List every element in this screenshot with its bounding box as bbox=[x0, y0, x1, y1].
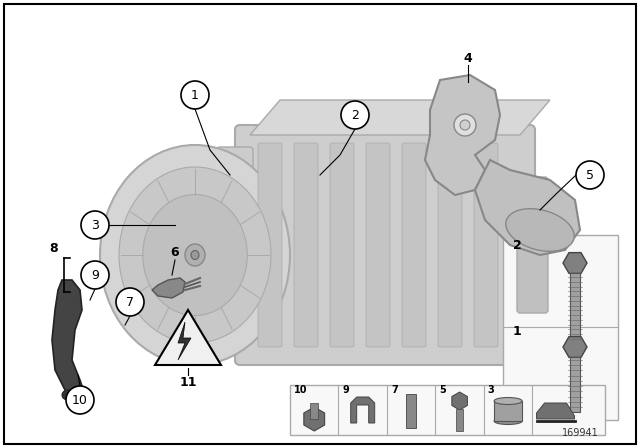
Text: 10: 10 bbox=[294, 385, 307, 395]
Polygon shape bbox=[250, 100, 550, 135]
Ellipse shape bbox=[100, 145, 290, 365]
Ellipse shape bbox=[185, 244, 205, 266]
FancyBboxPatch shape bbox=[258, 143, 282, 347]
Text: 3: 3 bbox=[91, 219, 99, 232]
FancyBboxPatch shape bbox=[402, 143, 426, 347]
Ellipse shape bbox=[119, 167, 271, 343]
Ellipse shape bbox=[494, 397, 522, 405]
Text: 8: 8 bbox=[50, 241, 58, 254]
Text: 169941: 169941 bbox=[562, 428, 598, 438]
FancyBboxPatch shape bbox=[570, 357, 580, 412]
Text: 4: 4 bbox=[463, 52, 472, 65]
Polygon shape bbox=[52, 280, 85, 405]
Circle shape bbox=[341, 101, 369, 129]
Circle shape bbox=[116, 288, 144, 316]
Text: 3: 3 bbox=[488, 385, 495, 395]
Text: 1: 1 bbox=[513, 325, 522, 338]
FancyBboxPatch shape bbox=[217, 147, 253, 343]
Polygon shape bbox=[425, 75, 500, 195]
FancyBboxPatch shape bbox=[438, 143, 462, 347]
Text: 11: 11 bbox=[179, 375, 196, 388]
Ellipse shape bbox=[454, 114, 476, 136]
Circle shape bbox=[81, 261, 109, 289]
Circle shape bbox=[181, 81, 209, 109]
Circle shape bbox=[576, 161, 604, 189]
Text: 2: 2 bbox=[351, 108, 359, 121]
FancyBboxPatch shape bbox=[517, 177, 548, 313]
FancyBboxPatch shape bbox=[456, 409, 463, 431]
Ellipse shape bbox=[143, 194, 247, 315]
Text: 2: 2 bbox=[513, 239, 522, 252]
FancyBboxPatch shape bbox=[406, 394, 416, 428]
Polygon shape bbox=[475, 160, 580, 255]
FancyBboxPatch shape bbox=[474, 143, 498, 347]
Ellipse shape bbox=[460, 120, 470, 130]
Text: 7: 7 bbox=[391, 385, 397, 395]
Ellipse shape bbox=[191, 250, 199, 259]
FancyBboxPatch shape bbox=[235, 125, 535, 365]
Ellipse shape bbox=[62, 390, 74, 400]
Text: 9: 9 bbox=[91, 268, 99, 281]
FancyBboxPatch shape bbox=[294, 143, 318, 347]
Ellipse shape bbox=[494, 418, 522, 425]
FancyBboxPatch shape bbox=[503, 235, 618, 420]
Polygon shape bbox=[152, 278, 185, 298]
FancyBboxPatch shape bbox=[330, 143, 354, 347]
FancyBboxPatch shape bbox=[310, 403, 318, 419]
FancyBboxPatch shape bbox=[570, 273, 580, 343]
Circle shape bbox=[66, 386, 94, 414]
Polygon shape bbox=[536, 403, 575, 419]
Text: 5: 5 bbox=[586, 168, 594, 181]
Polygon shape bbox=[351, 397, 374, 423]
Text: 7: 7 bbox=[126, 296, 134, 309]
Text: 10: 10 bbox=[72, 393, 88, 406]
FancyBboxPatch shape bbox=[4, 4, 636, 444]
Polygon shape bbox=[178, 322, 191, 360]
Polygon shape bbox=[155, 310, 221, 365]
Text: 1: 1 bbox=[191, 89, 199, 102]
Ellipse shape bbox=[506, 209, 574, 251]
FancyBboxPatch shape bbox=[290, 385, 605, 435]
FancyBboxPatch shape bbox=[494, 401, 522, 421]
FancyBboxPatch shape bbox=[366, 143, 390, 347]
Text: 6: 6 bbox=[171, 246, 179, 258]
Circle shape bbox=[81, 211, 109, 239]
Text: 5: 5 bbox=[440, 385, 446, 395]
Text: 9: 9 bbox=[342, 385, 349, 395]
